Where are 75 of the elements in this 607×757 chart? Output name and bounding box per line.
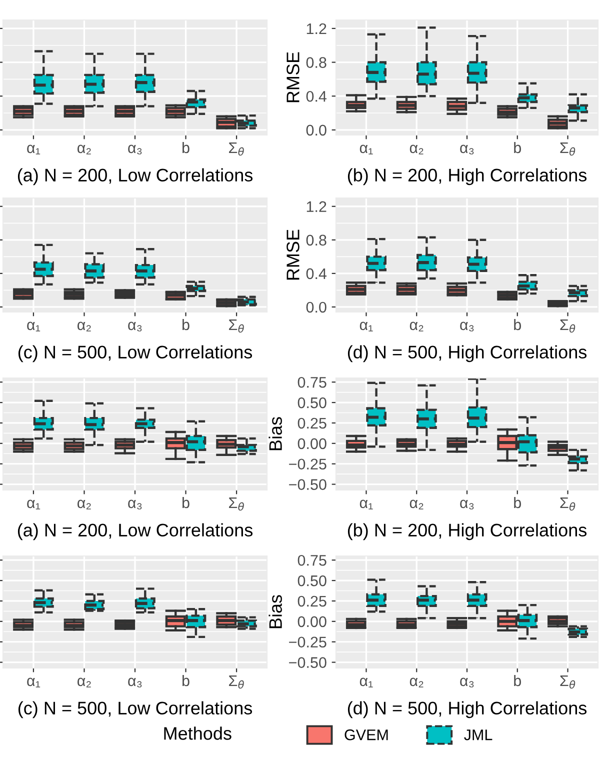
- x-tick-label: Σ$_{θ}$: [229, 497, 244, 511]
- y-tick-label: −0.50: [289, 479, 326, 490]
- legend-label: JML: [464, 730, 492, 740]
- x-tick-label: b: [514, 318, 521, 330]
- y-tick-label: 0.8: [306, 57, 326, 68]
- x-tick-label: b: [514, 496, 521, 508]
- x-tick-label: α₁: [27, 144, 40, 154]
- text: (d) N = 500, High Correlations: [348, 345, 587, 362]
- y-axis-title: RMSE: [286, 52, 300, 102]
- y-tick-label: 1.2: [306, 23, 326, 34]
- x-tick-label: Σ$_{θ}$: [560, 319, 576, 333]
- x-tick-label: α₁: [360, 500, 373, 510]
- y-axis-title: Bias: [268, 595, 282, 628]
- x-tick-label: α₁: [360, 144, 373, 154]
- legend-label: GVEM: [344, 729, 388, 740]
- x-tick-label: Σ$_{θ}$: [560, 675, 576, 689]
- x-tick-label: b: [182, 674, 190, 686]
- y-tick-label: 0.25: [298, 418, 326, 429]
- x-tick-label: α₂: [410, 678, 424, 688]
- y-tick-label: 0.0: [306, 124, 326, 136]
- y-tick-label: 0.4: [306, 268, 327, 280]
- legend-title: Methods: [164, 726, 232, 740]
- x-tick-label: α₃: [128, 322, 142, 332]
- x-tick-label: α₁: [27, 678, 40, 688]
- y-tick-label: −0.25: [289, 636, 326, 648]
- x-tick-label: α₃: [460, 678, 474, 688]
- x-tick-label: b: [182, 496, 190, 508]
- x-tick-label: α₃: [460, 144, 474, 154]
- y-tick-label: 0.0: [306, 302, 326, 313]
- x-tick-label: α₃: [460, 322, 474, 332]
- y-tick-label: −0.50: [289, 657, 326, 668]
- x-tick-label: α₂: [77, 678, 91, 688]
- x-tick-label: α₁: [360, 322, 373, 332]
- x-tick-label: α₂: [410, 144, 424, 154]
- x-tick-label: Σ$_{θ}$: [229, 142, 244, 156]
- x-tick-label: α₂: [77, 322, 91, 332]
- text: (b) N = 200, High Correlations: [348, 168, 587, 186]
- y-tick-label: 0.25: [298, 596, 326, 607]
- x-tick-label: α₁: [27, 500, 40, 510]
- text: (c) N = 500, Low Correlations: [18, 345, 252, 362]
- x-tick-label: Σ$_{θ}$: [560, 497, 576, 511]
- y-tick-label: 0.50: [298, 397, 326, 408]
- y-tick-label: 0.00: [298, 616, 326, 628]
- y-tick-label: −0.25: [289, 458, 326, 470]
- x-tick-label: α₃: [128, 144, 142, 154]
- x-tick-label: α₁: [360, 678, 373, 688]
- x-tick-label: α₃: [128, 678, 142, 688]
- x-tick-label: α₂: [77, 144, 91, 154]
- y-tick-label: 0.50: [298, 575, 326, 586]
- text: (d) N = 500, High Correlations: [348, 701, 587, 718]
- y-axis-title: RMSE: [286, 230, 300, 280]
- y-axis-title: Bias: [268, 417, 282, 450]
- text: (c) N = 500, Low Correlations: [18, 701, 252, 718]
- text: (a) N = 200, Low Correlations: [18, 523, 253, 540]
- x-tick-label: b: [514, 674, 521, 686]
- x-tick-label: Σ$_{θ}$: [229, 675, 244, 689]
- x-tick-label: α₁: [27, 322, 40, 332]
- x-tick-label: α₃: [460, 500, 474, 510]
- x-tick-label: b: [182, 318, 190, 330]
- x-tick-label: Σ$_{θ}$: [229, 319, 244, 333]
- text: (a) N = 200, Low Correlations: [18, 168, 253, 186]
- text: (b) N = 200, High Correlations: [348, 523, 587, 540]
- x-tick-label: α₂: [410, 500, 424, 510]
- x-tick-label: b: [514, 142, 521, 154]
- x-tick-label: Σ$_{θ}$: [560, 142, 576, 156]
- y-tick-label: 1.2: [306, 201, 326, 212]
- y-tick-label: 0.75: [298, 376, 326, 388]
- x-tick-label: α₃: [128, 500, 142, 510]
- y-tick-label: 0.8: [306, 234, 326, 246]
- y-tick-label: 0.4: [306, 90, 327, 102]
- y-tick-label: 0.75: [298, 554, 326, 566]
- x-tick-label: α₂: [77, 500, 91, 510]
- y-tick-label: 0.00: [298, 438, 326, 450]
- x-tick-label: α₂: [410, 322, 424, 332]
- x-tick-label: b: [182, 142, 190, 154]
